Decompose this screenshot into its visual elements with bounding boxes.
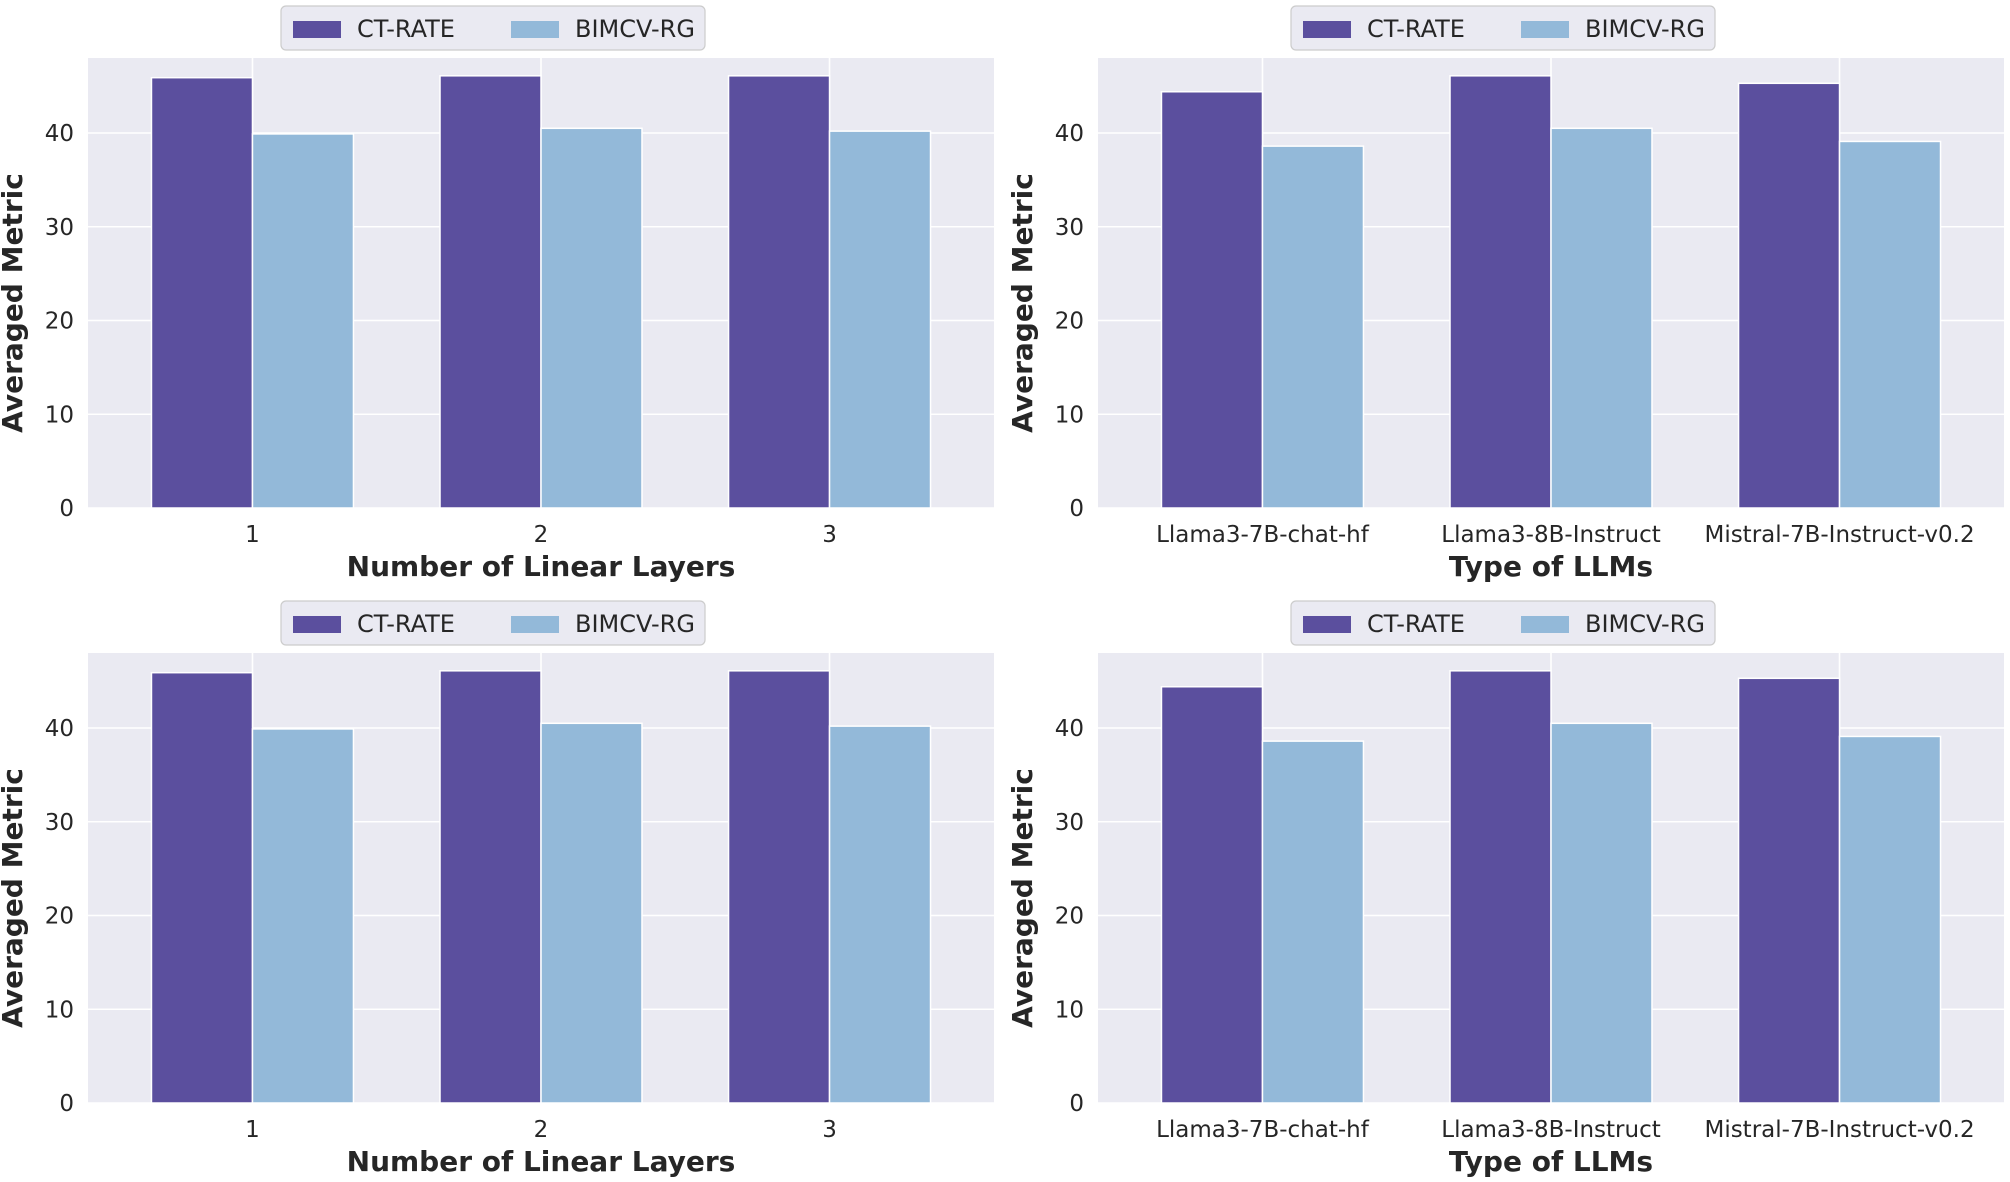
y-tick-label: 10: [45, 997, 74, 1023]
bar-bimcv-rg-2: [828, 725, 932, 1104]
x-tick-label: 1: [245, 1117, 260, 1143]
legend-box: [1290, 5, 1716, 51]
y-tick-label: 40: [1055, 716, 1084, 742]
bar-bimcv-rg-1: [540, 722, 643, 1104]
legend-box: [280, 5, 706, 51]
chart-panel-bottom-left: 0 10 20 30 40 1 2 3 Number of Linear Layers Avera…: [0, 600, 994, 1178]
bar-bimcv-rg-1: [1550, 722, 1653, 1104]
legend: CT-RATE BIMCV-RG: [1290, 600, 1716, 646]
y-tick-label: 20: [45, 309, 74, 335]
bar-ct-rate-1: [439, 670, 542, 1104]
chart-panel-top-right: 0 10 20 30 40 Llama3-7B-chat-hf Llama3-8B-Inst…: [1006, 5, 2004, 583]
y-tick-label: 30: [1055, 215, 1084, 241]
legend-label-ct-rate: CT-RATE: [1367, 15, 1465, 43]
x-tick-label: Llama3-8B-Instruct: [1441, 522, 1661, 548]
legend-swatch-ct-rate: [293, 21, 341, 38]
legend-label-ct-rate: CT-RATE: [1367, 610, 1465, 638]
y-tick-label: 40: [45, 121, 74, 147]
bar-ct-rate-2: [727, 75, 831, 509]
legend-box: [1290, 600, 1716, 646]
legend: CT-RATE BIMCV-RG: [280, 5, 706, 51]
x-tick-label: 1: [245, 522, 260, 548]
legend-label-bimcv-rg: BIMCV-RG: [1585, 15, 1705, 43]
bar-ct-rate-0: [1160, 686, 1264, 1104]
x-tick-label: 3: [822, 1117, 837, 1143]
y-tick-label: 30: [45, 215, 74, 241]
y-axis-title: Averaged Metric: [1006, 768, 1039, 1028]
legend-label-bimcv-rg: BIMCV-RG: [575, 15, 695, 43]
x-tick-label: Mistral-7B-Instruct-v0.2: [1704, 1117, 1974, 1143]
x-tick-label: 3: [822, 522, 837, 548]
bar-ct-rate-2: [727, 670, 831, 1104]
y-tick-label: 30: [1055, 810, 1084, 836]
bar-ct-rate-2: [1737, 677, 1841, 1104]
legend-swatch-bimcv-rg: [511, 616, 559, 633]
bar-bimcv-rg-1: [540, 127, 643, 509]
y-tick-label: 40: [45, 716, 74, 742]
y-tick-label: 0: [59, 496, 74, 522]
legend-swatch-ct-rate: [293, 616, 341, 633]
bar-bimcv-rg-2: [1838, 735, 1942, 1104]
chart-panel-top-left: 0 10 20 30 40 1 2 3 Number of Linear Layers Avera…: [0, 5, 994, 583]
x-axis-title: Type of LLMs: [1449, 550, 1653, 583]
x-tick-label: 2: [534, 522, 549, 548]
x-tick-label: Mistral-7B-Instruct-v0.2: [1704, 522, 1974, 548]
legend-swatch-ct-rate: [1303, 21, 1351, 38]
x-tick-label: Llama3-7B-chat-hf: [1156, 1117, 1370, 1143]
legend: CT-RATE BIMCV-RG: [1290, 5, 1716, 51]
legend-box: [280, 600, 706, 646]
bar-ct-rate-0: [150, 671, 254, 1104]
y-tick-label: 10: [1055, 402, 1084, 428]
y-tick-label: 10: [1055, 997, 1084, 1023]
legend-swatch-bimcv-rg: [1521, 616, 1569, 633]
bar-bimcv-rg-1: [1550, 127, 1653, 509]
x-axis-title: Number of Linear Layers: [347, 550, 736, 583]
bar-bimcv-rg-2: [1838, 140, 1942, 509]
bar-ct-rate-1: [1449, 670, 1552, 1104]
bar-ct-rate-0: [150, 76, 254, 509]
y-tick-label: 20: [1055, 904, 1084, 930]
y-tick-label: 30: [45, 810, 74, 836]
chart-panel-bottom-right: 0 10 20 30 40 Llama3-7B-chat-hf Llama3-8B-Inst…: [1006, 600, 2004, 1178]
y-axis-title: Averaged Metric: [1006, 173, 1039, 433]
y-axis-title: Averaged Metric: [0, 173, 29, 433]
y-tick-label: 20: [1055, 309, 1084, 335]
bar-ct-rate-0: [1160, 91, 1264, 509]
bar-ct-rate-1: [1449, 75, 1552, 509]
x-tick-label: 2: [534, 1117, 549, 1143]
y-tick-label: 0: [1069, 1091, 1084, 1117]
y-axis-title: Averaged Metric: [0, 768, 29, 1028]
legend-swatch-bimcv-rg: [511, 21, 559, 38]
y-tick-label: 0: [1069, 496, 1084, 522]
y-tick-label: 40: [1055, 121, 1084, 147]
legend-swatch-ct-rate: [1303, 616, 1351, 633]
bar-bimcv-rg-2: [828, 130, 932, 509]
bar-bimcv-rg-0: [251, 728, 355, 1104]
bar-bimcv-rg-0: [1261, 145, 1365, 509]
bar-ct-rate-1: [439, 75, 542, 509]
legend-label-ct-rate: CT-RATE: [357, 15, 455, 43]
y-tick-label: 20: [45, 904, 74, 930]
x-tick-label: Llama3-7B-chat-hf: [1156, 522, 1370, 548]
legend-label-ct-rate: CT-RATE: [357, 610, 455, 638]
bar-bimcv-rg-0: [251, 133, 355, 509]
x-axis-title: Number of Linear Layers: [347, 1145, 736, 1178]
x-axis-title: Type of LLMs: [1449, 1145, 1653, 1178]
y-tick-label: 0: [59, 1091, 74, 1117]
bar-bimcv-rg-0: [1261, 740, 1365, 1104]
legend-label-bimcv-rg: BIMCV-RG: [575, 610, 695, 638]
legend: CT-RATE BIMCV-RG: [280, 600, 706, 646]
legend-label-bimcv-rg: BIMCV-RG: [1585, 610, 1705, 638]
legend-swatch-bimcv-rg: [1521, 21, 1569, 38]
x-tick-label: Llama3-8B-Instruct: [1441, 1117, 1661, 1143]
y-tick-label: 10: [45, 402, 74, 428]
bar-ct-rate-2: [1737, 82, 1841, 509]
